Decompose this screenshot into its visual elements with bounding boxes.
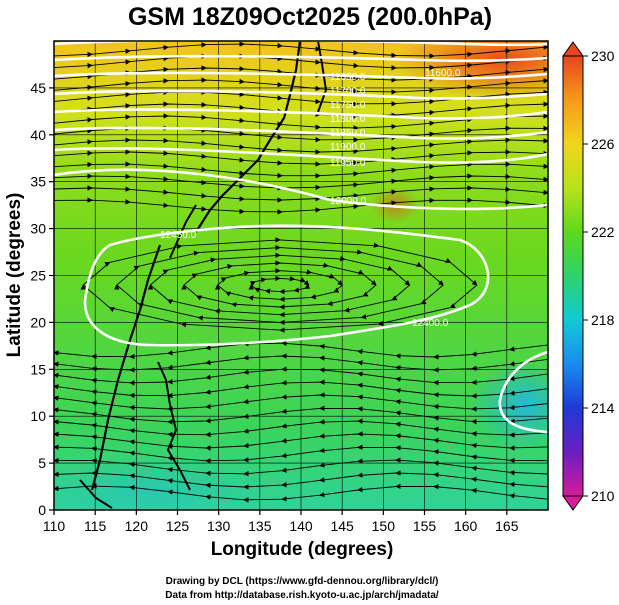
- cool-region-south: [54, 455, 270, 510]
- y-tick-label: 15: [30, 361, 46, 377]
- contour-label: 12400.0: [412, 318, 449, 329]
- y-tick-label: 40: [30, 127, 46, 143]
- x-tick-label: 160: [454, 518, 478, 534]
- philippines-coastline: [157, 361, 191, 491]
- x-tick-label: 165: [495, 518, 519, 534]
- contour-label: 12000.0: [330, 196, 367, 207]
- y-tick-label: 20: [30, 314, 46, 330]
- map-panel: 11600.0 11650.0 11700.0 11750.0 11800.0 …: [54, 41, 548, 510]
- x-tick-label: 110: [43, 518, 66, 534]
- contour-line: [54, 89, 548, 100]
- streamline: [54, 77, 548, 95]
- streamline: [80, 237, 478, 333]
- contour-label: 11600.0: [425, 68, 461, 79]
- contour-label-layer: 11600.0 11650.0 11700.0 11750.0 11800.0 …: [160, 68, 461, 329]
- contour-line: [54, 54, 548, 63]
- colorbar-tick-label: 226: [591, 136, 615, 152]
- credit-line-1: Drawing by DCL (https://www.gfd-dennou.o…: [166, 576, 439, 587]
- contour-line: [54, 126, 548, 140]
- borneo-coastline: [79, 479, 113, 509]
- contour-line: [54, 108, 548, 120]
- y-tick-label: 30: [30, 221, 46, 237]
- y-tick-label: 0: [38, 502, 46, 518]
- contour-label: 12450.0: [160, 230, 197, 241]
- anticyclone-contour: [83, 224, 490, 347]
- contour-label: 11750.0: [330, 100, 366, 111]
- contour-line: [54, 168, 548, 211]
- trough-contour: [498, 350, 548, 434]
- chart-title: GSM 18Z09Oct2025 (200.0hPa): [128, 3, 492, 31]
- x-tick-label: 120: [125, 518, 149, 534]
- x-tick-label: 115: [84, 518, 107, 534]
- colorbar: 210 214 218 222 226 230: [562, 41, 615, 511]
- colorbar-upper-triangle: [562, 41, 584, 57]
- y-tick-label: 35: [30, 174, 46, 190]
- colorbar-tick-label: 222: [591, 224, 615, 240]
- x-axis-ticks: 110 115 120 125 130 135 140 145 150 155 160 165: [43, 510, 519, 534]
- contour-label: 11650.0: [330, 72, 366, 83]
- x-tick-label: 130: [207, 518, 231, 534]
- x-tick-label: 155: [413, 518, 437, 534]
- y-tick-label: 45: [30, 80, 46, 96]
- colorbar-ticks: 210 214 218 222 226 230: [583, 48, 615, 504]
- streamline: [54, 483, 548, 503]
- colorbar-tick-label: 210: [591, 488, 615, 504]
- colorbar-tick-label: 230: [591, 48, 615, 64]
- colorbar-lower-triangle: [562, 495, 584, 511]
- streamline: [54, 113, 548, 131]
- colorbar-tick-label: 214: [591, 400, 615, 416]
- contour-label: 11850.0: [330, 128, 366, 139]
- japan-coastline: [195, 41, 302, 233]
- coastline: [79, 41, 328, 509]
- y-axis-ticks: 0 5 10 15 20 25 30 35 40 45: [30, 80, 54, 518]
- contour-line: [54, 71, 548, 80]
- kuril-coastline: [317, 41, 328, 113]
- colorbar-tick-label: 218: [591, 312, 615, 328]
- y-tick-label: 5: [38, 455, 46, 471]
- x-tick-label: 150: [372, 518, 396, 534]
- colorbar-scale: [562, 55, 584, 497]
- streamline: [54, 197, 548, 215]
- credit-line-2: Data from http://database.rish.kyoto-u.a…: [165, 590, 439, 601]
- x-tick-label: 140: [289, 518, 313, 534]
- y-tick-label: 10: [30, 408, 46, 424]
- contour-line: [54, 147, 548, 164]
- contour-label: 11900.0: [330, 142, 366, 153]
- x-axis-label: Longitude (degrees): [211, 539, 394, 560]
- x-tick-label: 135: [248, 518, 272, 534]
- contour-label: 11950.0: [330, 158, 366, 169]
- china-coastline: [90, 244, 162, 491]
- contour-label: 11700.0: [330, 86, 366, 97]
- streamline: [54, 470, 548, 490]
- y-tick-label: 25: [30, 268, 46, 284]
- contour-label: 11800.0: [330, 114, 366, 125]
- x-tick-label: 125: [166, 518, 190, 534]
- x-tick-label: 145: [330, 518, 354, 534]
- y-axis-label: Latitude (degrees): [4, 193, 25, 358]
